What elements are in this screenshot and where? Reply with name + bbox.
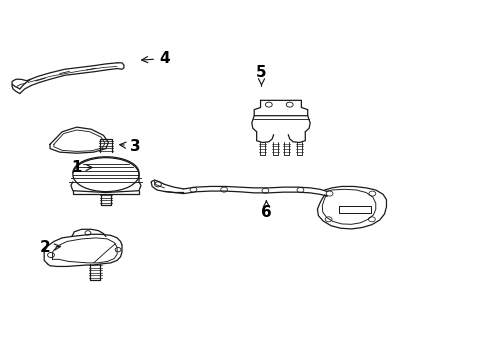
Text: 1: 1 — [71, 160, 92, 175]
Text: 4: 4 — [142, 51, 169, 66]
Text: 5: 5 — [256, 65, 266, 86]
Text: 6: 6 — [261, 201, 271, 220]
Text: 3: 3 — [120, 139, 140, 154]
Text: 2: 2 — [40, 240, 61, 255]
